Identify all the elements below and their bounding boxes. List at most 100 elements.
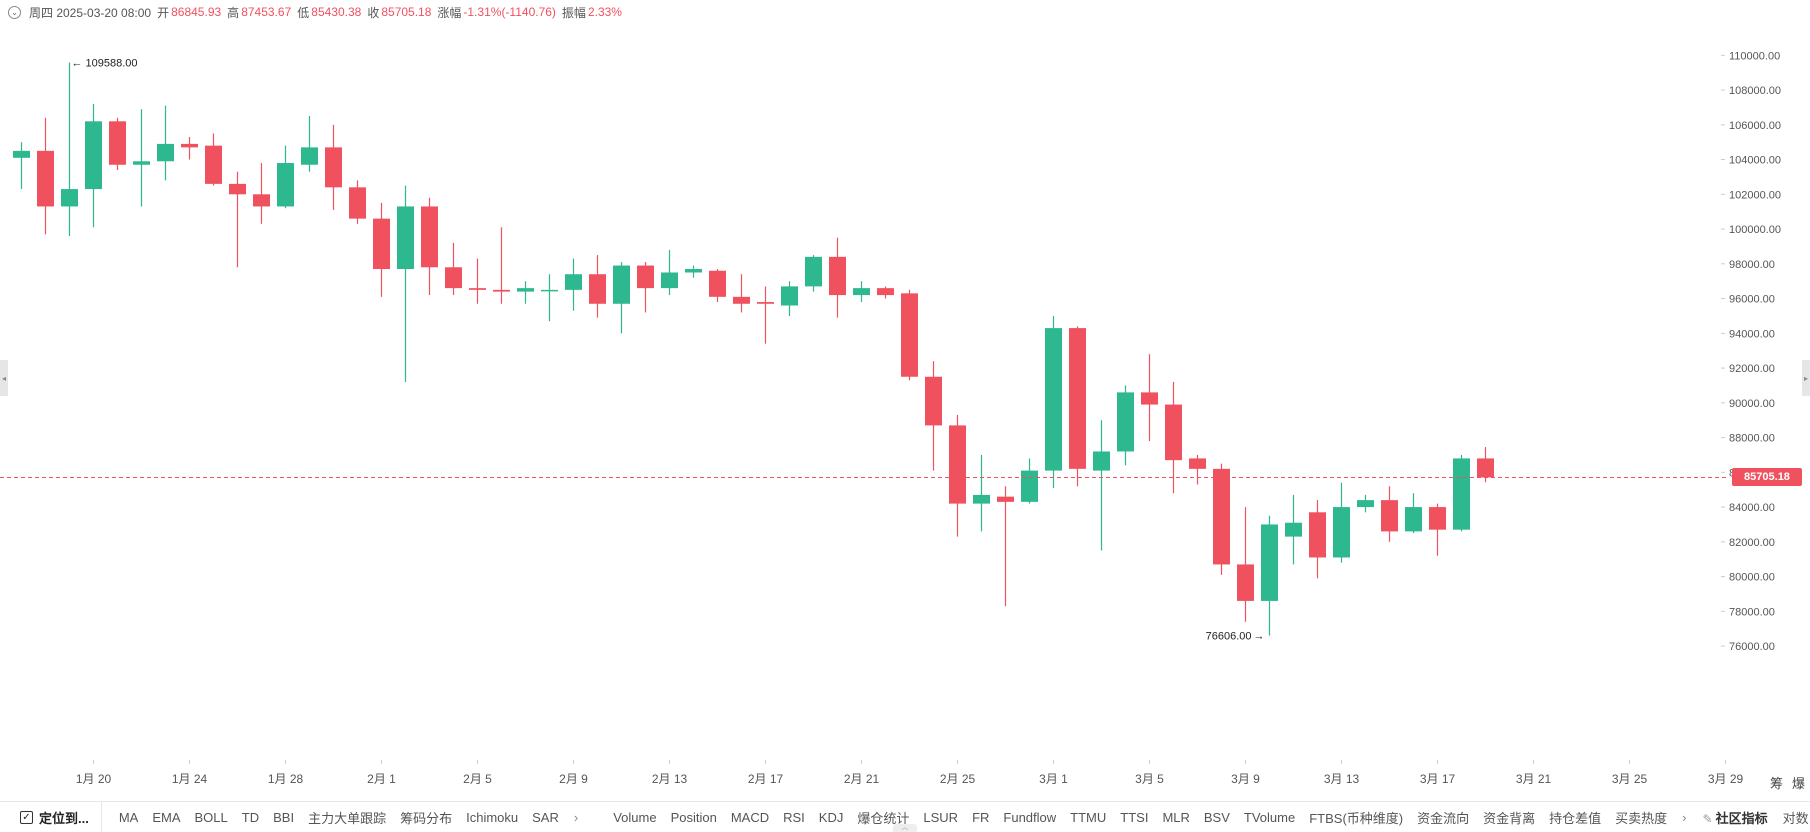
candle[interactable]: [325, 124, 342, 210]
sub-indicator-6[interactable]: LSUR: [923, 809, 959, 825]
main-indicator-6[interactable]: 筹码分布: [400, 810, 453, 826]
candle[interactable]: [133, 109, 150, 207]
sub-indicator-13[interactable]: TVolume: [1243, 809, 1296, 825]
candle[interactable]: [301, 116, 318, 172]
sub-indicator-0[interactable]: Volume: [613, 809, 657, 825]
candle[interactable]: [1213, 463, 1230, 575]
candle[interactable]: [829, 237, 846, 318]
candle[interactable]: [421, 197, 438, 296]
candle[interactable]: [565, 258, 582, 311]
candle[interactable]: [925, 361, 942, 471]
candle[interactable]: [1093, 420, 1110, 551]
candle[interactable]: [1165, 381, 1182, 494]
candle[interactable]: [1429, 503, 1446, 556]
candle[interactable]: [229, 171, 246, 268]
sub-indicator-10[interactable]: TTSI: [1120, 809, 1149, 825]
sub-indicator-7[interactable]: FR: [972, 809, 990, 825]
candlestick-chart[interactable]: 110000.00 108000.00 106000.00 104000.00 1020…: [0, 0, 1810, 802]
candle[interactable]: [1381, 486, 1398, 542]
candle[interactable]: [13, 142, 30, 190]
sub-indicator-2[interactable]: MACD: [730, 809, 770, 825]
main-indicator-4[interactable]: BBI: [273, 809, 295, 825]
candle[interactable]: [1405, 493, 1422, 534]
sub-indicator-14[interactable]: FTBS(币种维度): [1309, 810, 1404, 826]
candle[interactable]: [1285, 494, 1302, 565]
sub-indicator-11[interactable]: MLR: [1162, 809, 1190, 825]
candle[interactable]: [493, 227, 510, 304]
sub-indicator-18[interactable]: 买卖热度: [1615, 810, 1668, 826]
sub-indicator-12[interactable]: BSV: [1203, 809, 1230, 825]
candle[interactable]: [613, 262, 630, 334]
main-indicator-0[interactable]: MA: [118, 809, 139, 825]
main-indicator-7[interactable]: Ichimoku: [466, 809, 519, 825]
main-indicator-5[interactable]: 主力大单跟踪: [308, 810, 387, 826]
candle[interactable]: [1189, 454, 1206, 485]
resize-grip-icon[interactable]: ︿: [893, 824, 917, 832]
candle[interactable]: [901, 289, 918, 381]
sub-indicator-4[interactable]: KDJ: [818, 809, 844, 825]
candle[interactable]: [949, 414, 966, 537]
candle[interactable]: [757, 286, 774, 344]
sub-indicator-3[interactable]: RSI: [783, 809, 805, 825]
candle[interactable]: [253, 163, 270, 224]
sub-indicator-16[interactable]: 资金背离: [1483, 810, 1536, 826]
candle[interactable]: [181, 136, 198, 160]
chevron-down-icon[interactable]: ⌄: [8, 5, 21, 19]
candle[interactable]: [709, 269, 726, 303]
log-scale-toggle[interactable]: 对数: [1782, 810, 1809, 826]
main-indicator-2[interactable]: BOLL: [194, 809, 228, 825]
candle[interactable]: [373, 202, 390, 297]
candle[interactable]: [973, 454, 990, 532]
sub-indicator-1[interactable]: Position: [670, 809, 717, 825]
sub-indicator-15[interactable]: 资金流向: [1417, 810, 1470, 826]
candle[interactable]: [541, 274, 558, 322]
candle[interactable]: [85, 103, 102, 228]
sub-indicator-9[interactable]: TTMU: [1070, 809, 1107, 825]
chevron-right-icon[interactable]: ›: [1682, 809, 1687, 825]
left-panel-handle[interactable]: ◂: [0, 360, 8, 396]
candle[interactable]: [445, 242, 462, 296]
candle[interactable]: [637, 262, 654, 313]
sub-indicator-5[interactable]: 爆仓统计: [857, 810, 910, 826]
candle[interactable]: [1045, 315, 1062, 488]
candle[interactable]: [589, 255, 606, 318]
candle[interactable]: [517, 281, 534, 304]
candle[interactable]: [1261, 515, 1278, 636]
candle[interactable]: [1237, 507, 1254, 622]
candle[interactable]: [1309, 500, 1326, 579]
candle[interactable]: [685, 265, 702, 278]
candle[interactable]: [61, 62, 78, 236]
candle[interactable]: [853, 281, 870, 303]
candle[interactable]: [781, 281, 798, 316]
right-panel-handle[interactable]: ▸: [1802, 360, 1810, 396]
candle[interactable]: [1477, 447, 1494, 483]
main-indicator-1[interactable]: EMA: [152, 809, 181, 825]
main-indicator-3[interactable]: TD: [241, 809, 260, 825]
main-indicator-8[interactable]: SAR: [532, 809, 559, 825]
liquidation-label[interactable]: 爆: [1792, 777, 1805, 792]
candle[interactable]: [397, 185, 414, 382]
sub-indicator-8[interactable]: Fundflow: [1003, 809, 1057, 825]
candle[interactable]: [1069, 326, 1086, 487]
candle[interactable]: [1021, 458, 1038, 504]
candle[interactable]: [277, 145, 294, 209]
sub-indicator-17[interactable]: 持仓差值: [1549, 810, 1602, 826]
candle[interactable]: [109, 117, 126, 170]
candle[interactable]: [805, 255, 822, 292]
candle[interactable]: [733, 274, 750, 313]
candle[interactable]: [1333, 482, 1350, 563]
candle[interactable]: [1357, 494, 1374, 513]
candle[interactable]: [997, 486, 1014, 607]
candle[interactable]: [1453, 454, 1470, 532]
chip-distribution-label[interactable]: 筹: [1770, 776, 1783, 792]
candle[interactable]: [349, 180, 366, 224]
candle[interactable]: [877, 286, 894, 299]
candle[interactable]: [1117, 385, 1134, 466]
candle[interactable]: [661, 249, 678, 296]
candle[interactable]: [37, 117, 54, 235]
candle[interactable]: [1141, 354, 1158, 442]
candle[interactable]: [469, 258, 486, 304]
chevron-right-icon[interactable]: ›: [573, 809, 579, 825]
candle[interactable]: [205, 133, 222, 186]
candle[interactable]: [157, 105, 174, 181]
